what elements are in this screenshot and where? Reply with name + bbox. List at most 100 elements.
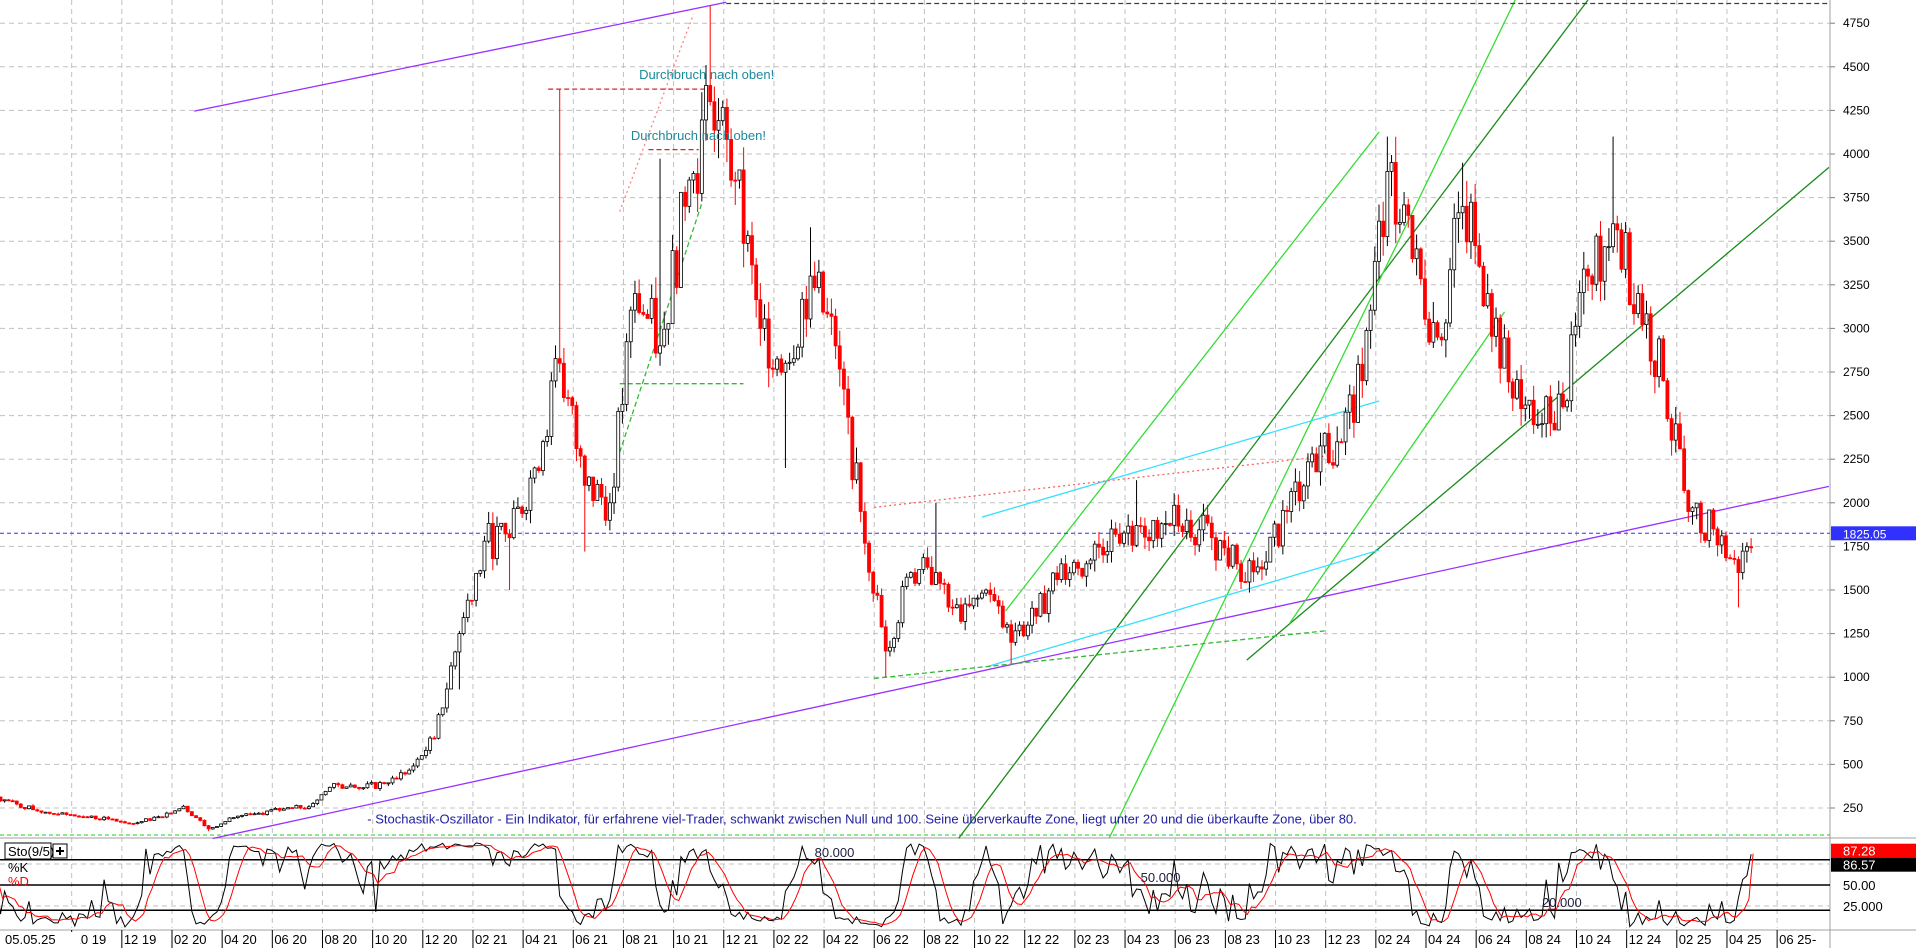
candle-up (407, 769, 412, 775)
candle-down (645, 313, 650, 319)
candle-down (942, 582, 947, 585)
x-tick-label: 02 20 (174, 932, 207, 947)
candle-down (31, 805, 35, 811)
trendline (981, 400, 1380, 518)
candle-up (541, 441, 545, 472)
candle-up (670, 250, 675, 325)
candle-down (248, 813, 253, 816)
candle-down (1531, 399, 1536, 425)
candle-up (139, 821, 144, 824)
candle-down (1226, 547, 1231, 567)
candle-down (1640, 293, 1645, 326)
candle-up (1356, 363, 1360, 423)
candle-up (511, 508, 516, 539)
y-tick-label: 4250 (1843, 103, 1870, 117)
candle-up (486, 522, 491, 542)
candle-up (1318, 445, 1323, 473)
candle-down (261, 812, 265, 815)
candle-up (1740, 550, 1745, 573)
candle-down (10, 800, 15, 803)
candle-up (1452, 217, 1457, 271)
stoch-axis-label: 25.000 (1843, 899, 1883, 914)
x-tick-label: 10 20 (375, 932, 408, 947)
candle-down (1393, 162, 1398, 225)
trendline (619, 202, 703, 453)
trendline (1108, 0, 1516, 839)
candle-down (825, 311, 830, 315)
candle-up (327, 786, 332, 792)
candle-down (336, 783, 341, 786)
candle-down (202, 820, 207, 827)
candle-up (1364, 330, 1369, 382)
candle-up (227, 817, 232, 822)
candle-up (666, 323, 671, 330)
y-tick-label: 250 (1843, 801, 1863, 815)
candle-up (954, 604, 959, 609)
x-tick-label: 06 22 (876, 932, 909, 947)
candle-down (1260, 566, 1264, 570)
x-tick-label: 06 23 (1177, 932, 1210, 947)
candle-up (900, 586, 905, 624)
x-tick-label: 12 22 (1027, 932, 1060, 947)
candle-down (603, 496, 608, 521)
chart-annotation: - Stochastik-Oszillator - Ein Indikator,… (367, 812, 1357, 827)
candle-down (1481, 265, 1486, 307)
x-tick-label: 08 21 (625, 932, 658, 947)
candle-up (1005, 624, 1009, 628)
candle-down (106, 816, 111, 820)
candle-down (1678, 423, 1682, 450)
last-price-label: 1825.05 (1843, 527, 1887, 541)
y-tick-label: 2250 (1843, 452, 1870, 466)
candle-up (1443, 322, 1448, 341)
candle-up (1523, 404, 1528, 410)
candle-down (729, 139, 733, 181)
candle-down (1627, 232, 1632, 306)
candle-up (386, 782, 391, 785)
plus-icon[interactable] (52, 843, 68, 859)
candle-up (235, 815, 240, 818)
candle-down (470, 599, 474, 602)
candle-down (959, 604, 963, 622)
stoch-d-line (0, 844, 1754, 926)
candle-down (1205, 514, 1210, 524)
y-tick-label: 1750 (1843, 539, 1870, 553)
y-tick-label: 1500 (1843, 583, 1870, 597)
candle-up (612, 486, 616, 504)
stoch-k-value: 86.57 (1843, 858, 1876, 873)
candle-down (1097, 543, 1101, 548)
candle-down (1251, 560, 1256, 573)
candle-up (1335, 441, 1340, 466)
trendline (874, 630, 1326, 680)
candle-up (687, 179, 692, 207)
candle-up (478, 570, 483, 574)
candle-down (653, 297, 658, 354)
candle-up (164, 812, 169, 818)
candle-up (1573, 325, 1578, 336)
candle-down (1130, 525, 1135, 546)
candle-down (683, 191, 688, 207)
candle-up (440, 707, 445, 716)
candle-down (1080, 567, 1085, 577)
candle-down (1711, 509, 1716, 530)
candle-up (1694, 502, 1699, 509)
candle-down (6, 799, 11, 802)
y-tick-label: 750 (1843, 714, 1863, 728)
candle-down (1234, 544, 1239, 565)
x-tick-label: 10 19 (74, 932, 107, 947)
candle-down (1661, 338, 1666, 382)
candle-up (1368, 309, 1373, 331)
candle-down (1042, 593, 1047, 614)
y-tick-label: 1000 (1843, 670, 1870, 684)
candle-down (779, 358, 784, 373)
candle-up (720, 106, 725, 122)
candle-up (1485, 293, 1490, 307)
candle-up (1038, 593, 1043, 617)
candle-up (244, 813, 249, 816)
candle-down (1009, 624, 1014, 643)
candle-down (123, 821, 127, 824)
y-tick-label: 3250 (1843, 278, 1870, 292)
candle-up (1556, 393, 1561, 431)
candle-up (1544, 396, 1549, 425)
candle-up (1264, 561, 1269, 570)
